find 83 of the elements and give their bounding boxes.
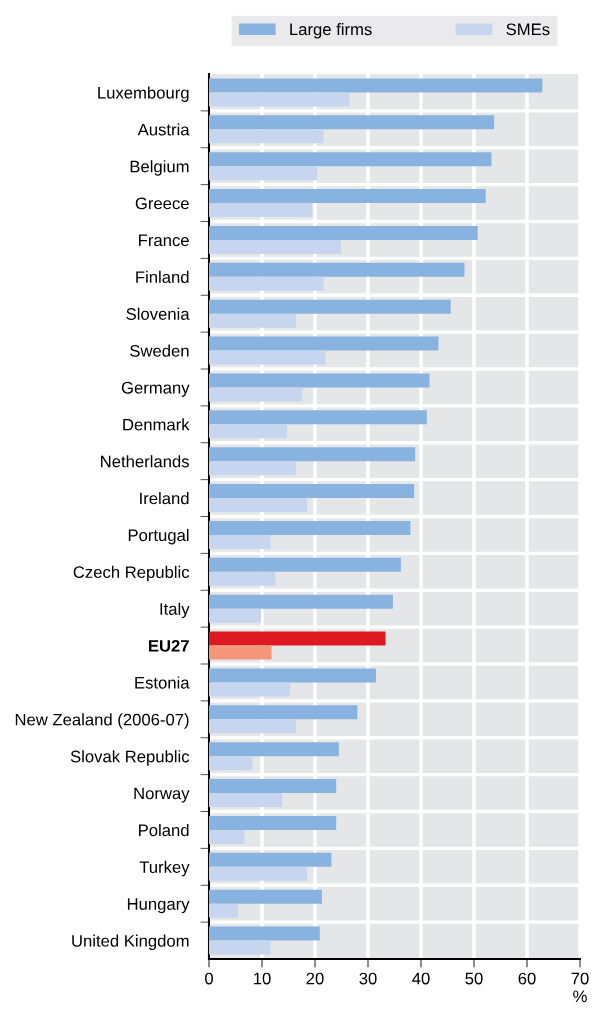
bar bbox=[209, 631, 386, 646]
y-tick-label: Belgium bbox=[130, 160, 189, 176]
legend-label: Large firms bbox=[290, 23, 372, 39]
bar bbox=[209, 866, 308, 881]
bar bbox=[209, 447, 416, 462]
bar bbox=[209, 645, 272, 660]
legend-label: SMEs bbox=[506, 23, 550, 36]
x-tick-label: 10 bbox=[254, 972, 271, 985]
x-tick-label: 30 bbox=[359, 972, 377, 985]
y-tick-label: Czech Republic bbox=[73, 565, 190, 582]
bar bbox=[209, 793, 283, 808]
y-tick-label: Norway bbox=[134, 787, 190, 803]
bar bbox=[209, 742, 339, 757]
bar bbox=[209, 719, 296, 734]
bar bbox=[209, 484, 415, 499]
bar bbox=[209, 779, 337, 794]
bar bbox=[209, 189, 486, 204]
y-tick-label: Greece bbox=[135, 197, 189, 210]
bar bbox=[209, 336, 439, 351]
x-tick-label: 60 bbox=[518, 972, 536, 985]
bar bbox=[209, 940, 271, 955]
y-tick-label: Slovenia bbox=[126, 307, 190, 320]
bar bbox=[209, 608, 261, 623]
bar bbox=[209, 594, 393, 609]
bar bbox=[209, 705, 358, 720]
bar bbox=[209, 166, 318, 181]
bar bbox=[209, 203, 313, 218]
bar bbox=[209, 239, 341, 254]
y-tick-label: Poland bbox=[139, 823, 189, 837]
y-tick-label: New Zealand (2006-07) bbox=[15, 713, 189, 729]
y-tick-label: Hungary bbox=[127, 898, 190, 914]
bar bbox=[209, 461, 296, 476]
y-tick-label: Estonia bbox=[135, 676, 190, 689]
bar bbox=[209, 852, 332, 867]
bar bbox=[209, 262, 465, 277]
bar bbox=[209, 534, 271, 549]
bar bbox=[209, 313, 296, 328]
y-tick-label: Italy bbox=[160, 602, 190, 619]
bar bbox=[209, 829, 245, 844]
bar bbox=[209, 129, 324, 144]
bar bbox=[209, 92, 350, 107]
x-tick-label: 0 bbox=[205, 972, 213, 985]
bar bbox=[209, 299, 451, 314]
x-tick-label: 20 bbox=[306, 972, 324, 985]
bar bbox=[209, 557, 401, 572]
bar bbox=[209, 571, 276, 586]
bar bbox=[209, 152, 492, 167]
bar bbox=[209, 410, 427, 425]
bar bbox=[209, 815, 337, 830]
bar bbox=[209, 350, 326, 365]
bar bbox=[209, 889, 322, 904]
y-tick-label: Slovak Republic bbox=[70, 750, 190, 766]
bar bbox=[209, 926, 320, 941]
bar bbox=[209, 424, 287, 439]
x-tick-label: 70 bbox=[571, 972, 589, 985]
y-tick-label: EU27 bbox=[148, 639, 189, 652]
bar bbox=[209, 903, 239, 918]
y-tick-label: Luxembourg bbox=[98, 86, 189, 102]
bar bbox=[209, 682, 291, 697]
y-tick-label: Turkey bbox=[139, 860, 190, 877]
bar bbox=[209, 498, 308, 513]
bar bbox=[209, 373, 430, 388]
y-tick-label: United Kingdom bbox=[72, 934, 189, 951]
y-tick-label: France bbox=[139, 234, 189, 247]
x-tick-label: 50 bbox=[465, 972, 483, 985]
y-tick-label: Ireland bbox=[140, 492, 189, 505]
bar bbox=[209, 225, 478, 240]
bar bbox=[209, 78, 543, 93]
y-tick-label: Germany bbox=[121, 381, 190, 397]
bar bbox=[209, 756, 253, 771]
x-axis-title: % bbox=[573, 990, 587, 1003]
y-tick-label: Finland bbox=[136, 270, 189, 284]
bar bbox=[209, 520, 411, 535]
bar bbox=[209, 668, 376, 683]
y-tick-label: Portugal bbox=[128, 528, 189, 545]
y-tick-label: Netherlands bbox=[101, 455, 189, 468]
bar bbox=[209, 115, 495, 130]
bar bbox=[209, 387, 303, 402]
y-tick-label: Sweden bbox=[130, 344, 189, 357]
bar bbox=[209, 276, 324, 291]
y-tick-label: Austria bbox=[137, 123, 190, 136]
y-tick-label: Denmark bbox=[123, 418, 190, 431]
x-tick-label: 40 bbox=[412, 972, 430, 985]
